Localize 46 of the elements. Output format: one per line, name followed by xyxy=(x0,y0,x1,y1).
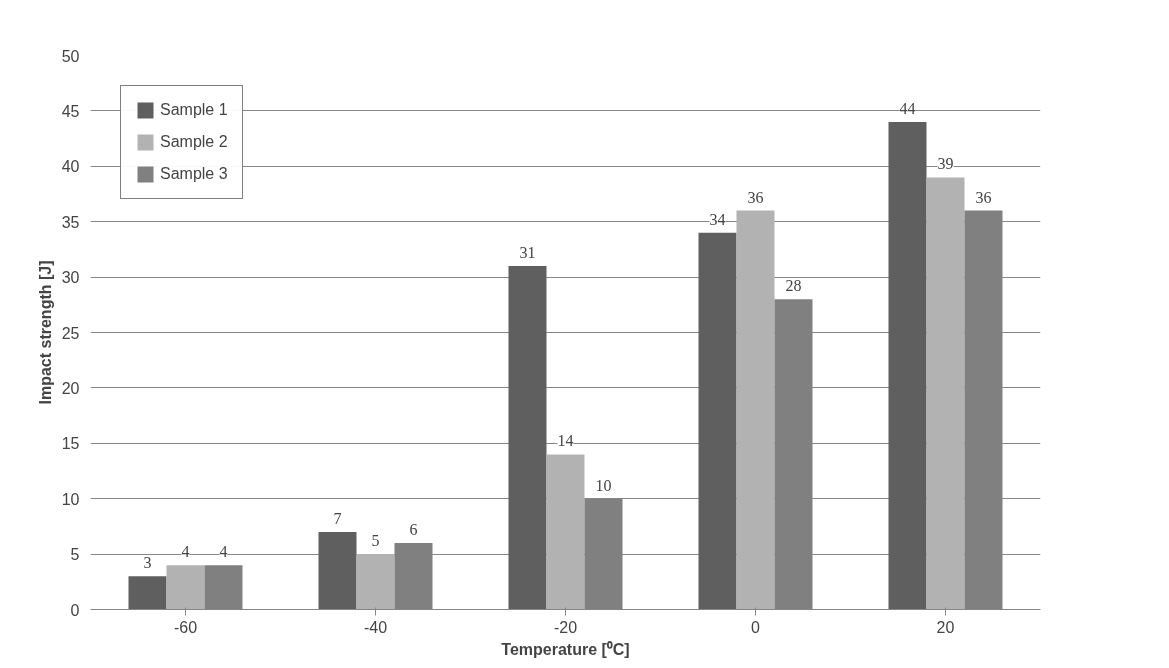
legend-label: Sample 3 xyxy=(160,165,228,183)
data-label: 34 xyxy=(709,210,726,228)
y-tick-label: 20 xyxy=(61,379,80,397)
data-label: 5 xyxy=(371,532,380,550)
y-tick-label: 0 xyxy=(70,601,80,619)
y-tick-label: 40 xyxy=(61,158,80,176)
y-tick-label: 5 xyxy=(70,546,80,564)
bar xyxy=(128,576,167,610)
bar xyxy=(318,531,357,610)
x-tick-label: -20 xyxy=(553,618,578,636)
data-label: 44 xyxy=(899,99,916,117)
data-label: 3 xyxy=(143,554,152,572)
data-label: 4 xyxy=(181,543,190,561)
x-tick-label: 20 xyxy=(936,618,955,636)
data-label: 36 xyxy=(975,188,992,206)
data-label: 6 xyxy=(409,521,418,539)
y-tick-label: 15 xyxy=(61,435,80,453)
bar xyxy=(698,232,737,610)
y-tick-label: 50 xyxy=(61,47,80,65)
data-label: 14 xyxy=(557,432,574,450)
y-tick-label: 35 xyxy=(61,213,80,231)
data-label: 7 xyxy=(333,509,342,527)
legend-label: Sample 1 xyxy=(160,101,228,119)
x-tick-label: -40 xyxy=(363,618,388,636)
x-tick-label: -60 xyxy=(173,618,198,636)
data-label: 4 xyxy=(219,543,228,561)
legend-label: Sample 2 xyxy=(160,133,228,151)
y-tick-label: 10 xyxy=(61,490,80,508)
bar xyxy=(508,266,547,610)
x-axis-title: Temperature [⁰C] xyxy=(501,640,630,658)
bar xyxy=(888,121,927,610)
y-axis-title: Impact strength [J] xyxy=(36,260,54,405)
bar xyxy=(546,454,585,610)
y-tick-label: 25 xyxy=(61,324,80,342)
data-label: 39 xyxy=(937,155,954,173)
data-label: 10 xyxy=(595,476,612,494)
bar xyxy=(736,210,775,610)
data-label: 31 xyxy=(519,244,536,262)
data-label: 36 xyxy=(747,188,764,206)
x-tick-label: 0 xyxy=(751,618,761,636)
y-tick-label: 45 xyxy=(61,102,80,120)
bar xyxy=(926,177,965,610)
data-label: 28 xyxy=(785,277,802,295)
y-tick-label: 30 xyxy=(61,269,80,287)
bar xyxy=(356,554,395,610)
bar xyxy=(166,565,205,610)
